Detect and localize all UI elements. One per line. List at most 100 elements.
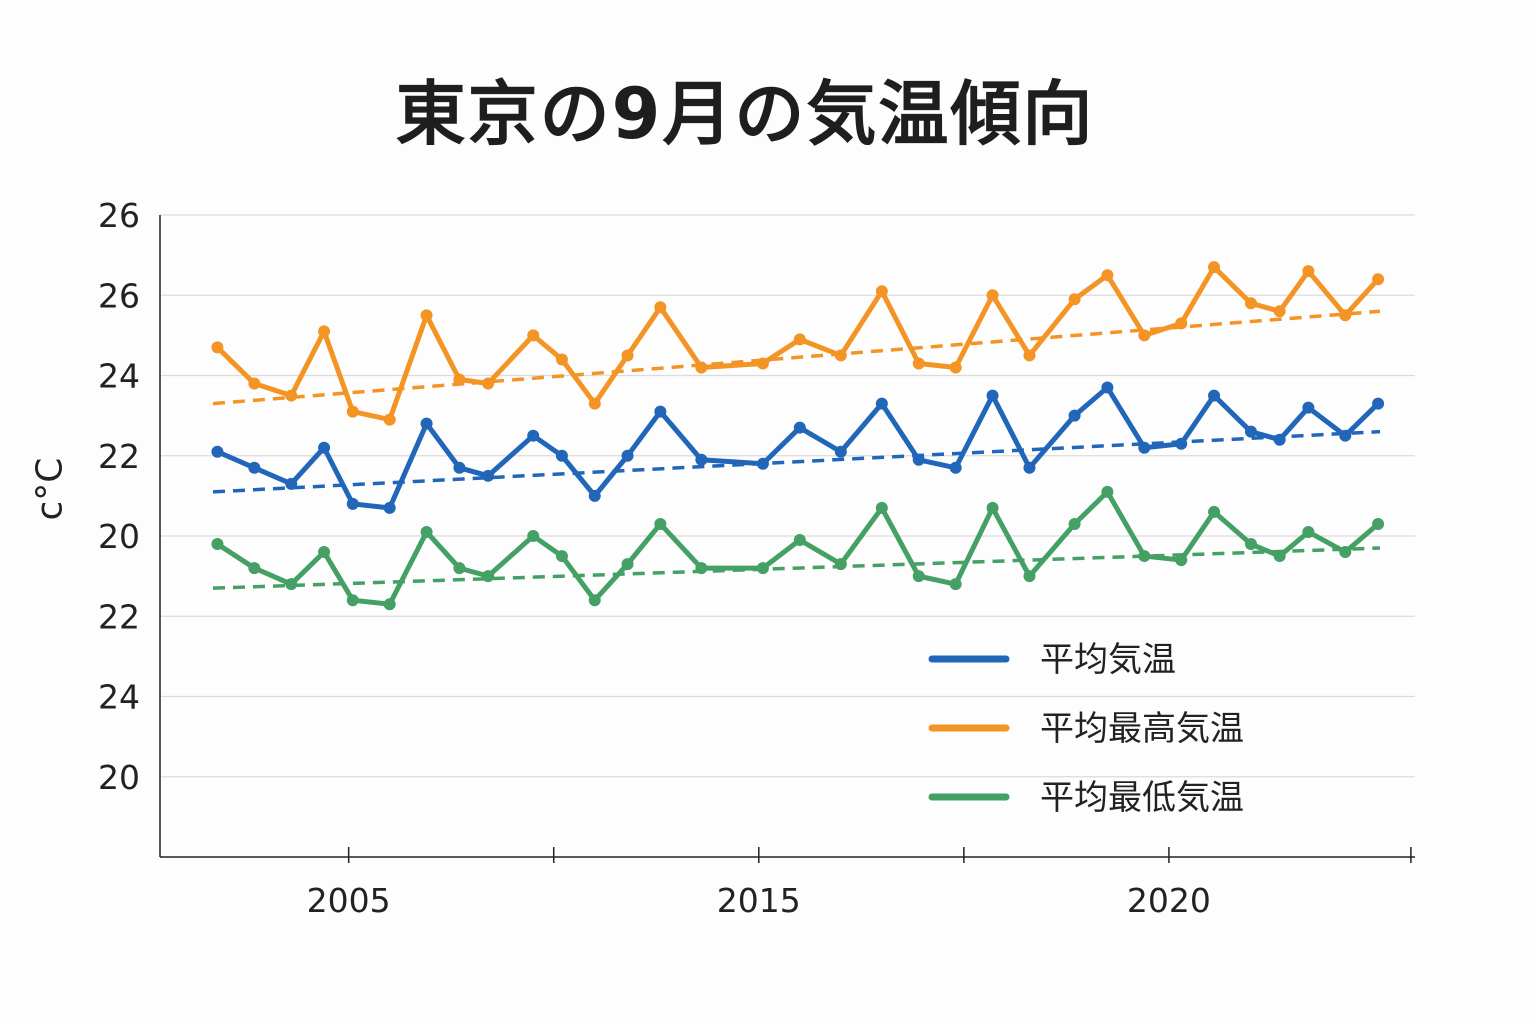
y-tick-label: 24: [98, 357, 140, 396]
data-point: [1273, 433, 1286, 446]
data-point: [793, 421, 806, 434]
data-point: [318, 441, 331, 454]
data-point: [986, 389, 999, 402]
data-point: [793, 534, 806, 547]
data-point: [654, 517, 667, 530]
data-point: [1101, 269, 1114, 282]
data-point: [482, 377, 495, 390]
x-tick-label: 2015: [717, 881, 801, 920]
data-point: [875, 501, 888, 514]
data-point: [588, 397, 601, 410]
data-point: [1175, 437, 1188, 450]
data-point: [1068, 517, 1081, 530]
y-tick-label: 26: [98, 196, 140, 235]
data-point: [654, 405, 667, 418]
data-point: [621, 558, 634, 571]
data-point: [949, 578, 962, 591]
data-point: [346, 497, 359, 510]
data-point: [211, 341, 224, 354]
data-point: [1302, 265, 1315, 278]
chart-title: 東京の9月の気温傾向: [395, 73, 1095, 155]
data-point: [285, 578, 298, 591]
data-point: [1068, 293, 1081, 306]
data-point: [986, 289, 999, 302]
y-tick-label: 22: [98, 597, 140, 636]
x-tick-label: 2005: [307, 881, 391, 920]
data-point: [482, 570, 495, 583]
data-point: [695, 562, 708, 575]
x-tick-label: 2020: [1127, 881, 1211, 920]
data-point: [1208, 261, 1221, 274]
data-point: [1372, 517, 1385, 530]
legend-label: 平均最低気温: [1040, 778, 1244, 818]
data-point: [453, 562, 466, 575]
trend-line: [212, 429, 1381, 494]
data-point: [912, 570, 925, 583]
y-tick-label: 22: [98, 437, 140, 476]
legend-label: 平均最高気温: [1040, 709, 1244, 749]
trend-line: [212, 546, 1381, 590]
data-point: [1244, 425, 1257, 438]
data-point: [527, 530, 540, 542]
data-point: [1372, 273, 1385, 286]
data-point: [420, 309, 433, 322]
data-point: [285, 389, 298, 402]
data-point: [1372, 397, 1385, 410]
data-point: [1339, 546, 1352, 559]
trend-line: [212, 309, 1381, 406]
data-point: [912, 357, 925, 370]
data-point: [211, 538, 224, 551]
data-point: [875, 397, 888, 410]
series-line: [216, 385, 1380, 511]
data-point: [1302, 401, 1315, 414]
data-point: [621, 449, 634, 462]
data-point: [695, 453, 708, 466]
data-point: [555, 353, 568, 366]
data-point: [834, 445, 847, 458]
data-point: [1175, 554, 1188, 567]
data-point: [695, 361, 708, 374]
data-point: [1138, 329, 1151, 342]
data-point: [621, 349, 634, 362]
data-point: [383, 413, 396, 426]
data-point: [793, 333, 806, 346]
data-point: [588, 489, 601, 502]
data-point: [555, 449, 568, 462]
data-point: [1138, 550, 1151, 563]
legend-label: 平均気温: [1040, 640, 1176, 680]
data-point: [1101, 485, 1114, 498]
data-point: [834, 558, 847, 571]
data-point: [318, 325, 331, 338]
data-point: [453, 461, 466, 474]
y-tick-label: 20: [98, 517, 140, 556]
data-point: [912, 453, 925, 466]
data-point: [318, 546, 331, 559]
data-point: [420, 525, 433, 538]
data-point: [1244, 297, 1257, 310]
data-point: [588, 594, 601, 607]
data-point: [482, 469, 495, 482]
data-point: [756, 562, 769, 575]
data-point: [383, 501, 396, 514]
data-point: [383, 598, 396, 611]
data-point: [1138, 441, 1151, 454]
data-point: [346, 405, 359, 418]
data-point: [453, 373, 466, 386]
data-point: [1273, 550, 1286, 563]
data-point: [949, 461, 962, 474]
data-point: [1068, 409, 1081, 422]
data-point: [756, 457, 769, 470]
data-point: [756, 357, 769, 370]
data-point: [1273, 305, 1286, 318]
data-point: [986, 501, 999, 514]
data-point: [248, 562, 261, 575]
data-point: [248, 461, 261, 474]
data-point: [875, 285, 888, 298]
data-point: [949, 361, 962, 374]
data-point: [654, 301, 667, 314]
data-point: [420, 417, 433, 430]
data-point: [1023, 570, 1036, 583]
data-point: [1208, 389, 1221, 402]
data-point: [1175, 317, 1188, 330]
data-point: [1339, 429, 1352, 442]
